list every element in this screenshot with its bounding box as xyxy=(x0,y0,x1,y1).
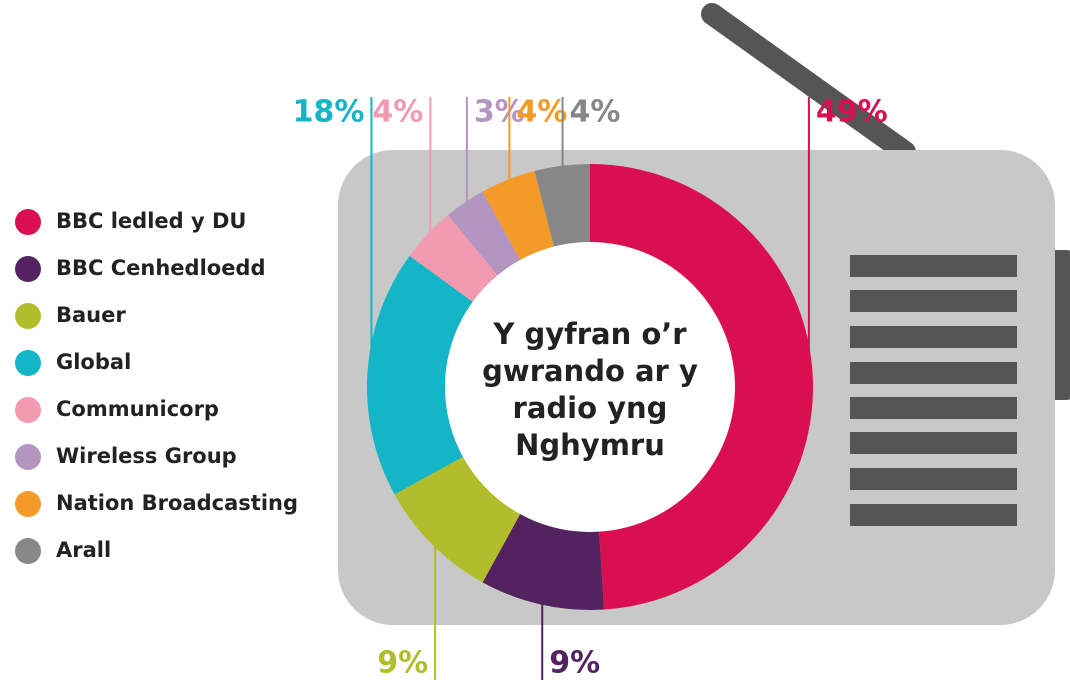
legend-label: Communicorp xyxy=(56,397,219,421)
legend-label: BBC ledled y DU xyxy=(56,209,246,233)
legend-swatch xyxy=(15,538,41,564)
legend-label: Global xyxy=(56,350,131,374)
value-label: 4% xyxy=(372,95,423,130)
legend-label: Arall xyxy=(56,538,111,562)
value-label: 18% xyxy=(293,95,365,130)
legend-label: BBC Cenhedloedd xyxy=(56,256,266,280)
legend-label: Wireless Group xyxy=(56,444,237,468)
value-label: 9% xyxy=(377,646,428,681)
value-label: 9% xyxy=(549,646,600,681)
legend-swatch xyxy=(15,350,41,376)
legend-label: Nation Broadcasting xyxy=(56,491,298,515)
value-label: 49% xyxy=(816,95,888,130)
legend-swatch xyxy=(15,303,41,329)
page: 49%9%9%18%4%3%4%4%BBC ledled y DUBBC Cen… xyxy=(0,0,1070,685)
value-label: 4% xyxy=(570,95,621,130)
legend-label: Bauer xyxy=(56,303,126,327)
legend-swatch xyxy=(15,209,41,235)
chart-title: Y gyfran o’r gwrando ar y radio yng Nghy… xyxy=(460,300,720,480)
legend-swatch xyxy=(15,491,41,517)
legend-swatch xyxy=(15,256,41,282)
legend-swatch xyxy=(15,397,41,423)
legend-swatch xyxy=(15,444,41,470)
value-label: 4% xyxy=(516,95,567,130)
